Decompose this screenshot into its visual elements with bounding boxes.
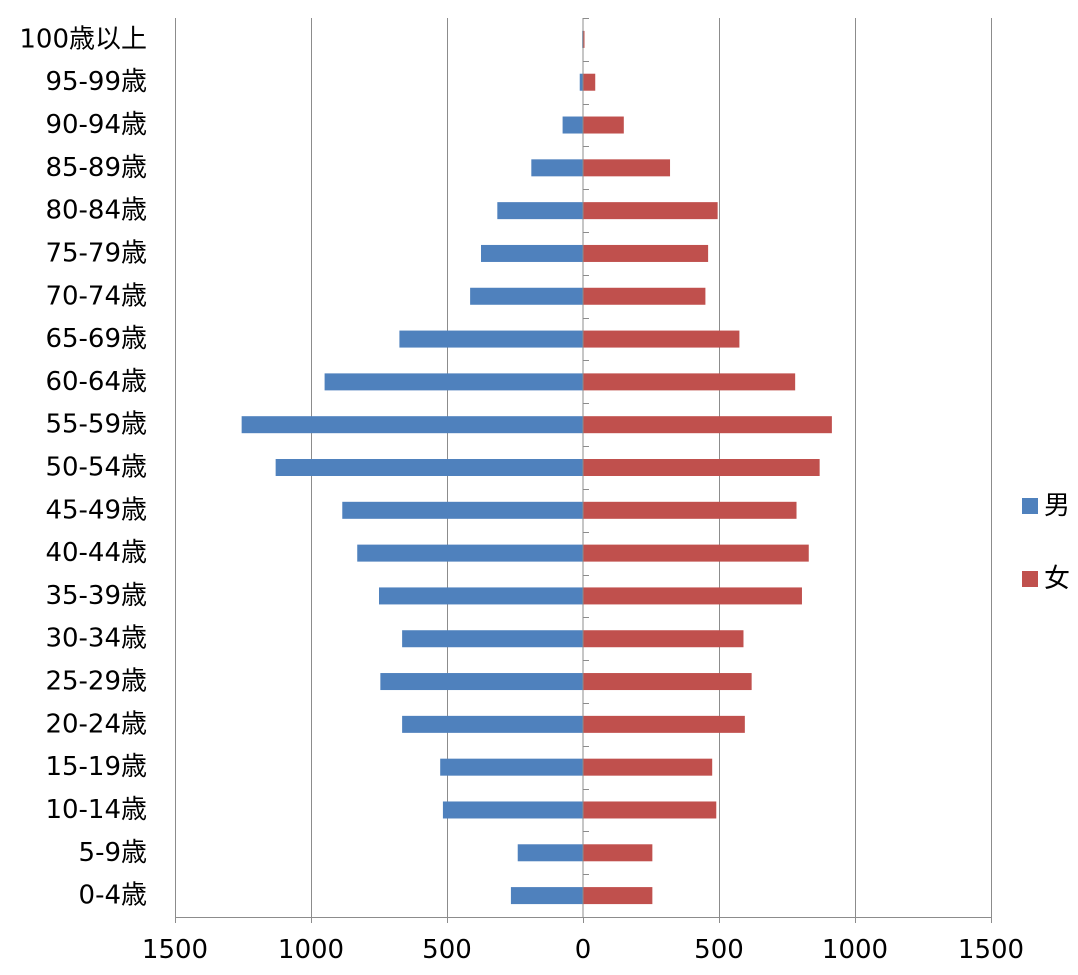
axes [175, 18, 992, 923]
bar-female [583, 287, 706, 305]
bar-female [583, 244, 709, 262]
bar-female [583, 73, 596, 91]
bar-female [583, 673, 752, 691]
bar-male [342, 501, 583, 519]
bar-female [583, 844, 653, 862]
y-tick-label: 0-4歳 [79, 881, 147, 911]
bar-female [583, 30, 585, 48]
y-tick-label: 15-19歳 [45, 752, 147, 782]
bar-female [583, 459, 820, 476]
y-tick-label: 75-79歳 [45, 238, 147, 268]
y-tick-label: 20-24歳 [45, 709, 147, 739]
y-tick-label: 90-94歳 [45, 110, 147, 140]
x-tick-label: 1000 [278, 935, 344, 965]
y-tick-label: 50-54歳 [45, 453, 147, 483]
bar-male [380, 673, 583, 691]
x-tick-label: 500 [422, 935, 472, 965]
bar-female [583, 501, 797, 519]
x-tick-label: 0 [575, 935, 592, 965]
bar-male [579, 73, 583, 91]
x-tick-label: 1500 [142, 935, 208, 965]
y-tick-label: 10-14歳 [45, 795, 147, 825]
bar-male [481, 244, 583, 262]
y-tick-label: 30-34歳 [45, 624, 147, 654]
bar-female [583, 373, 796, 391]
legend-label: 女 [1044, 564, 1070, 594]
bar-male [402, 715, 583, 733]
bar-male [324, 373, 583, 391]
bars [241, 30, 832, 905]
x-tick-label: 1000 [822, 935, 888, 965]
bar-male [531, 159, 583, 177]
y-tick-label: 35-39歳 [45, 581, 147, 611]
bar-male [497, 202, 583, 220]
bar-female [583, 801, 717, 819]
bar-female [583, 587, 802, 605]
legend: 男女 [1022, 491, 1070, 594]
y-tick-label: 45-49歳 [45, 495, 147, 525]
legend-swatch [1022, 498, 1038, 514]
x-axis-tick-labels: 1500 1000 500 0 500 1000 1500 [142, 935, 1024, 965]
bar-female [583, 202, 718, 220]
bar-female [583, 887, 653, 905]
bar-male [275, 459, 583, 476]
y-tick-label: 85-89歳 [45, 153, 147, 183]
y-tick-label: 25-29歳 [45, 667, 147, 697]
bar-male [517, 844, 583, 862]
bar-female [583, 630, 744, 648]
y-axis-tick-labels: 100歳以上 95-99歳 90-94歳 85-89歳 80-84歳 75-79歳 70-7… [19, 24, 147, 910]
bar-male [562, 116, 583, 134]
y-tick-label: 65-69歳 [45, 324, 147, 354]
bar-male [440, 758, 583, 776]
y-tick-label: 55-59歳 [45, 410, 147, 440]
bar-female [583, 159, 671, 177]
bar-female [583, 715, 745, 733]
bar-female [583, 116, 624, 134]
y-tick-label: 60-64歳 [45, 367, 147, 397]
bar-male [379, 587, 583, 605]
y-tick-label: 80-84歳 [45, 196, 147, 226]
bar-female [583, 416, 832, 434]
y-tick-label: 100歳以上 [19, 24, 147, 54]
y-tick-label: 5-9歳 [79, 838, 147, 868]
x-tick-label: 500 [694, 935, 744, 965]
y-tick-label: 70-74歳 [45, 281, 147, 311]
bar-male [402, 630, 583, 648]
x-tick-label: 1500 [958, 935, 1024, 965]
bar-male [241, 416, 583, 434]
legend-swatch [1022, 571, 1038, 587]
y-tick-label: 40-44歳 [45, 538, 147, 568]
bar-male [510, 887, 583, 905]
bar-female [583, 758, 713, 776]
bar-female [583, 544, 809, 562]
bar-female [583, 330, 740, 348]
bar-male [399, 330, 583, 348]
y-tick-label: 95-99歳 [45, 67, 147, 97]
bar-male [470, 287, 583, 305]
bar-male [357, 544, 583, 562]
bar-male [442, 801, 583, 819]
legend-label: 男 [1044, 491, 1070, 521]
